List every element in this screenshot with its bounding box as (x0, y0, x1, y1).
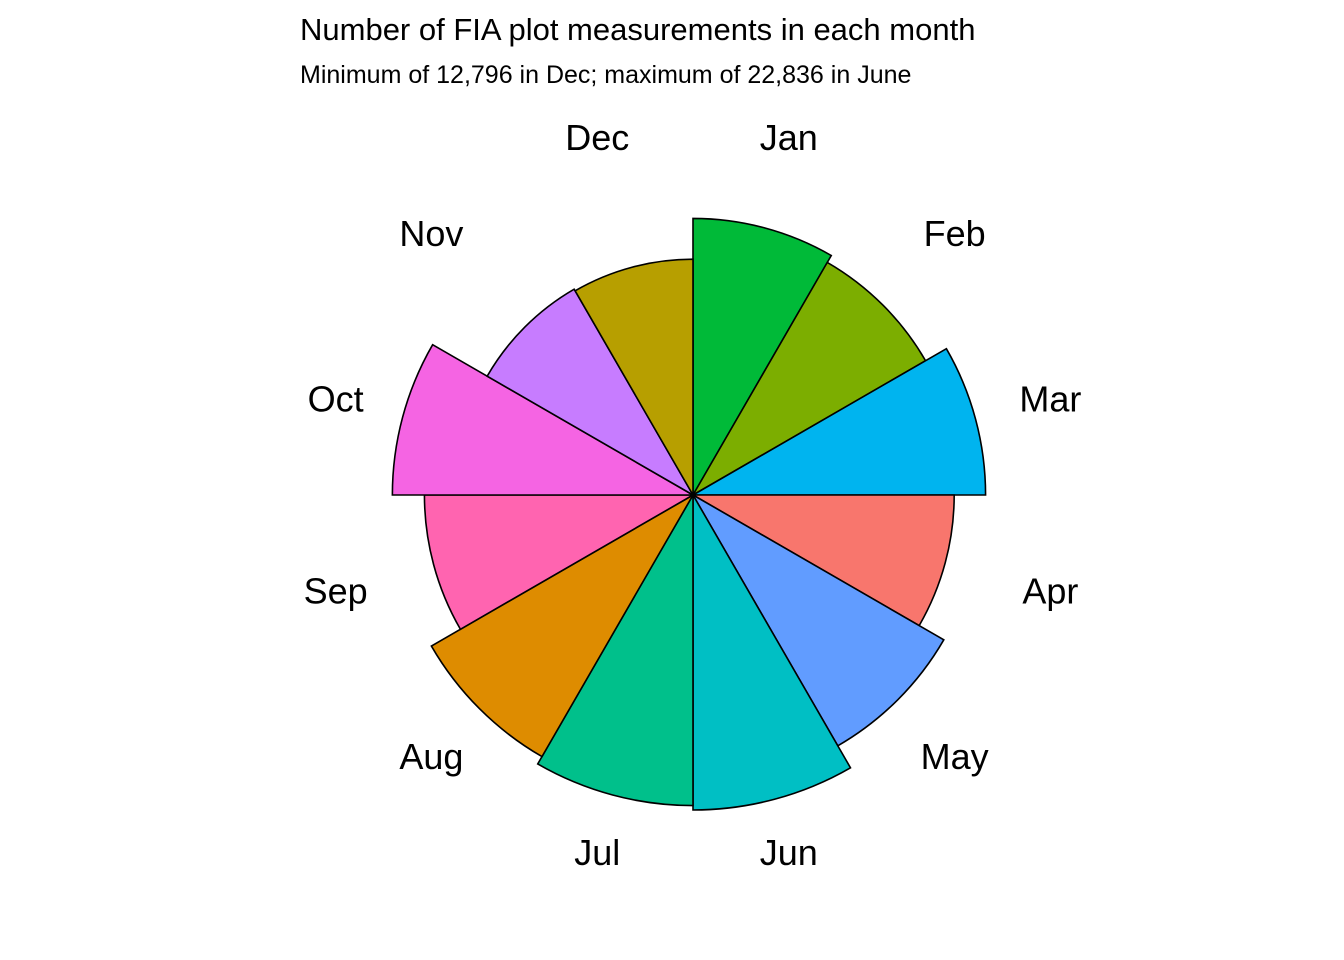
month-label-jan: Jan (760, 117, 818, 158)
month-label-mar: Mar (1019, 379, 1081, 420)
month-label-nov: Nov (399, 213, 463, 254)
chart-subtitle: Minimum of 12,796 in Dec; maximum of 22,… (300, 61, 912, 89)
month-label-may: May (921, 736, 989, 777)
month-label-apr: Apr (1022, 570, 1078, 611)
month-label-jul: Jul (574, 832, 620, 873)
wedge-may (690, 492, 945, 747)
month-label-feb: Feb (924, 213, 986, 254)
wedge-nov (486, 288, 696, 498)
wedge-dec (574, 258, 694, 498)
wedge-aug (430, 492, 696, 758)
month-label-dec: Dec (565, 117, 629, 158)
wedge-jun (692, 492, 852, 811)
wedge-feb (690, 261, 927, 498)
wedge-sep (423, 494, 696, 631)
chart-title: Number of FIA plot measurements in each … (300, 12, 976, 47)
wedge-group (391, 217, 987, 811)
label-group: Jan Feb Mar Apr May Jun Jul Aug Sep Oct Nov Dec (304, 117, 1082, 873)
wedge-apr (690, 494, 955, 627)
month-label-sep: Sep (304, 570, 368, 611)
month-label-oct: Oct (308, 379, 364, 420)
wedge-jan (692, 217, 833, 498)
wedge-jul (536, 492, 694, 807)
month-label-jun: Jun (760, 832, 818, 873)
month-label-aug: Aug (399, 736, 463, 777)
wedge-oct (391, 343, 696, 496)
wedge-mar (690, 347, 987, 496)
